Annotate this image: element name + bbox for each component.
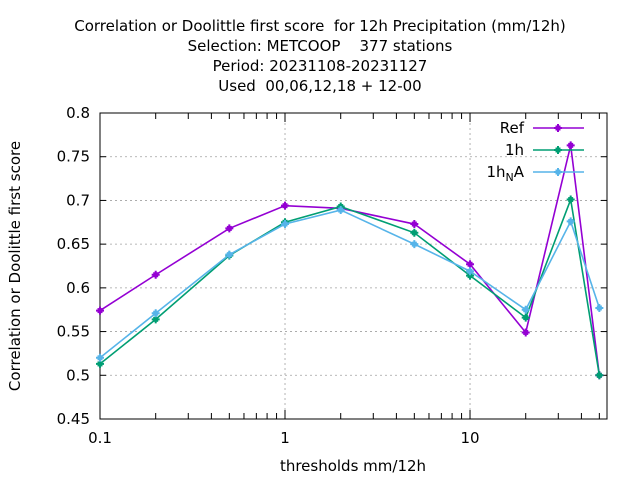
y-tick-label: 0.5	[66, 366, 90, 384]
series-lines	[96, 141, 604, 380]
y-tick-label: 0.6	[66, 279, 90, 297]
data-point	[521, 305, 530, 314]
data-point	[336, 206, 345, 215]
y-tick-label: 0.75	[57, 148, 90, 166]
data-point	[225, 250, 234, 259]
plot-frame	[99, 112, 608, 420]
data-point	[566, 141, 575, 150]
y-axis-label: Correlation or Doolittle first score	[6, 141, 24, 391]
data-point	[410, 240, 419, 249]
y-tick-label: 0.45	[57, 410, 90, 428]
grid	[100, 113, 607, 419]
y-tick-label: 0.7	[66, 191, 90, 209]
data-point	[281, 201, 290, 210]
data-point	[595, 371, 604, 380]
data-point	[151, 309, 160, 318]
data-point	[96, 353, 104, 362]
data-point	[566, 195, 575, 204]
legend-marker	[554, 124, 562, 132]
data-point	[96, 306, 104, 315]
series-line-3	[99, 209, 601, 359]
chart-title-line-4: Used 00,06,12,18 + 12-00	[218, 77, 422, 95]
data-point	[595, 303, 604, 312]
y-tick-label: 0.55	[57, 323, 90, 341]
x-tick-label: 1	[280, 429, 290, 447]
legend-label: 1h	[505, 141, 524, 159]
data-point	[410, 228, 419, 237]
axis-ticks: 0.1 1 10 0.45 0.5 0.55 0.6 0.65 0.7 0.75 0.8	[57, 104, 607, 447]
data-point	[521, 328, 530, 337]
data-point	[466, 260, 475, 269]
data-point	[225, 224, 234, 233]
legend-label: 1hNA	[486, 163, 524, 184]
x-tick-label: 10	[460, 429, 479, 447]
series-line-2	[99, 196, 601, 376]
legend: Ref 1h 1hNA	[486, 119, 584, 184]
chart-title-line-1: Correlation or Doolittle first score for…	[74, 17, 566, 35]
legend-marker	[554, 168, 562, 176]
data-point	[521, 313, 530, 322]
x-axis-label: thresholds mm/12h	[280, 457, 426, 475]
chart-title-line-2: Selection: METCOOP 377 stations	[187, 37, 453, 55]
x-tick-label: 0.1	[88, 429, 112, 447]
data-point	[410, 220, 419, 229]
series-line-1	[99, 145, 601, 376]
legend-label: Ref	[500, 119, 525, 137]
data-point	[151, 270, 160, 279]
y-tick-label: 0.8	[66, 104, 90, 122]
data-point	[466, 267, 475, 276]
data-point	[566, 217, 575, 226]
data-point	[281, 220, 290, 229]
legend-marker	[554, 146, 562, 154]
chart-title-line-3: Period: 20231108-20231127	[212, 57, 428, 75]
y-tick-label: 0.65	[57, 235, 90, 253]
